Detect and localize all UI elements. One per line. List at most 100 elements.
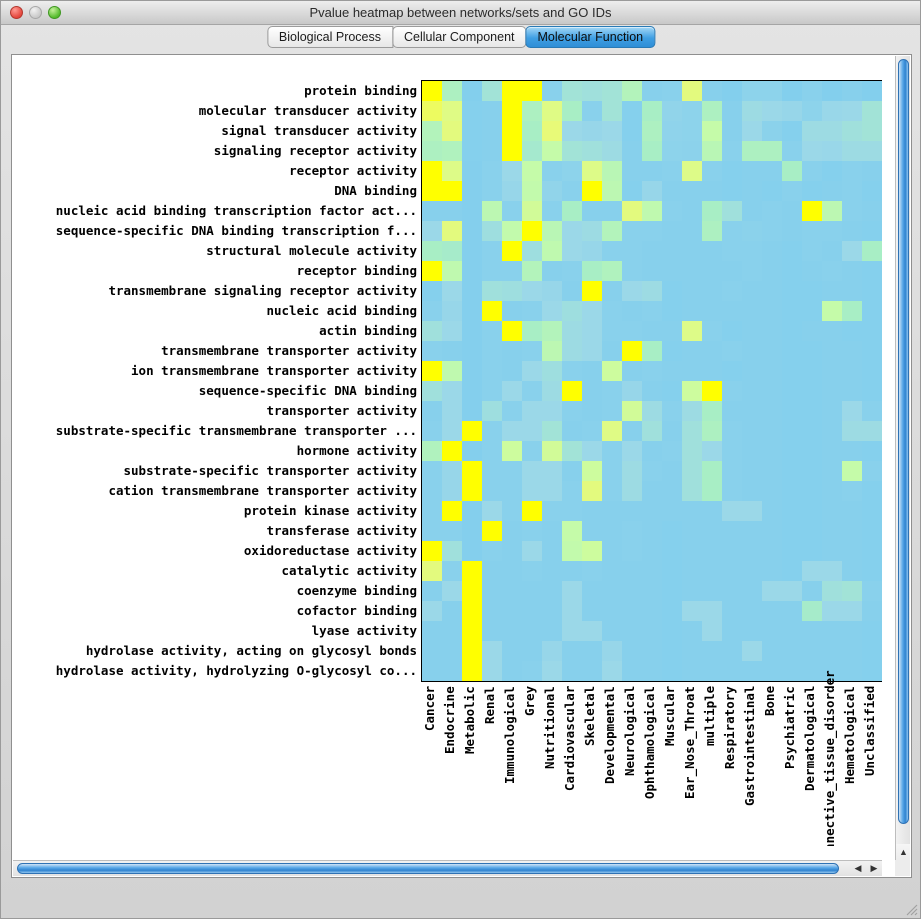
heatmap-cell[interactable]: [442, 101, 462, 121]
heatmap-cell[interactable]: [582, 361, 602, 381]
heatmap-cell[interactable]: [602, 441, 622, 461]
heatmap-cell[interactable]: [442, 281, 462, 301]
heatmap-cell[interactable]: [662, 561, 682, 581]
heatmap-cell[interactable]: [842, 621, 862, 641]
heatmap-cell[interactable]: [662, 221, 682, 241]
heatmap-cell[interactable]: [522, 601, 542, 621]
heatmap-cell[interactable]: [722, 301, 742, 321]
vertical-scrollbar[interactable]: [895, 56, 910, 846]
heatmap-cell[interactable]: [602, 181, 622, 201]
heatmap-cell[interactable]: [742, 421, 762, 441]
heatmap-cell[interactable]: [642, 81, 662, 101]
heatmap-cell[interactable]: [822, 161, 842, 181]
heatmap-cell[interactable]: [522, 121, 542, 141]
heatmap-cell[interactable]: [442, 601, 462, 621]
heatmap-cell[interactable]: [462, 641, 482, 661]
heatmap-cell[interactable]: [642, 441, 662, 461]
heatmap-cell[interactable]: [762, 101, 782, 121]
heatmap-cell[interactable]: [542, 661, 562, 681]
horizontal-scrollbar[interactable]: ◀ ▶: [13, 860, 882, 876]
heatmap-cell[interactable]: [662, 581, 682, 601]
heatmap-cell[interactable]: [422, 361, 442, 381]
heatmap-cell[interactable]: [822, 241, 842, 261]
heatmap-cell[interactable]: [662, 521, 682, 541]
heatmap-cell[interactable]: [442, 341, 462, 361]
heatmap-cell[interactable]: [542, 621, 562, 641]
heatmap-cell[interactable]: [502, 581, 522, 601]
heatmap-cell[interactable]: [762, 281, 782, 301]
heatmap-cell[interactable]: [722, 461, 742, 481]
heatmap-cell[interactable]: [462, 301, 482, 321]
heatmap-cell[interactable]: [702, 201, 722, 221]
heatmap-cell[interactable]: [622, 521, 642, 541]
heatmap-cell[interactable]: [722, 81, 742, 101]
heatmap-cell[interactable]: [542, 601, 562, 621]
heatmap-cell[interactable]: [702, 581, 722, 601]
heatmap-cell[interactable]: [782, 241, 802, 261]
heatmap-cell[interactable]: [622, 201, 642, 221]
heatmap-cell[interactable]: [702, 301, 722, 321]
heatmap-cell[interactable]: [702, 641, 722, 661]
heatmap-cell[interactable]: [662, 121, 682, 141]
heatmap-cell[interactable]: [482, 521, 502, 541]
heatmap-cell[interactable]: [602, 541, 622, 561]
heatmap-cell[interactable]: [542, 221, 562, 241]
heatmap-cell[interactable]: [742, 601, 762, 621]
heatmap-cell[interactable]: [722, 261, 742, 281]
heatmap-cell[interactable]: [542, 121, 562, 141]
heatmap-cell[interactable]: [442, 481, 462, 501]
heatmap-cell[interactable]: [802, 241, 822, 261]
heatmap-cell[interactable]: [622, 261, 642, 281]
heatmap-cell[interactable]: [562, 641, 582, 661]
heatmap-cell[interactable]: [542, 321, 562, 341]
heatmap-cell[interactable]: [862, 241, 882, 261]
heatmap-cell[interactable]: [562, 81, 582, 101]
heatmap-cell[interactable]: [862, 581, 882, 601]
heatmap-cell[interactable]: [522, 501, 542, 521]
heatmap-cell[interactable]: [722, 241, 742, 261]
heatmap-cell[interactable]: [862, 121, 882, 141]
heatmap-cell[interactable]: [682, 341, 702, 361]
heatmap-cell[interactable]: [602, 141, 622, 161]
heatmap-cell[interactable]: [422, 561, 442, 581]
heatmap-cell[interactable]: [622, 301, 642, 321]
heatmap-cell[interactable]: [682, 401, 702, 421]
heatmap-cell[interactable]: [442, 241, 462, 261]
heatmap-cell[interactable]: [522, 661, 542, 681]
heatmap-cell[interactable]: [642, 401, 662, 421]
heatmap-cell[interactable]: [722, 101, 742, 121]
heatmap-cell[interactable]: [422, 141, 442, 161]
heatmap-cell[interactable]: [742, 381, 762, 401]
heatmap-cell[interactable]: [642, 161, 662, 181]
heatmap-cell[interactable]: [562, 581, 582, 601]
heatmap-cell[interactable]: [442, 121, 462, 141]
heatmap-cell[interactable]: [842, 141, 862, 161]
heatmap-cell[interactable]: [502, 121, 522, 141]
heatmap-cell[interactable]: [482, 561, 502, 581]
heatmap-cell[interactable]: [802, 301, 822, 321]
heatmap-cell[interactable]: [862, 201, 882, 221]
heatmap-cell[interactable]: [502, 261, 522, 281]
heatmap-cell[interactable]: [722, 561, 742, 581]
heatmap-cell[interactable]: [682, 321, 702, 341]
heatmap-cell[interactable]: [582, 201, 602, 221]
heatmap-cell[interactable]: [522, 461, 542, 481]
heatmap-cell[interactable]: [482, 461, 502, 481]
heatmap-cell[interactable]: [442, 201, 462, 221]
heatmap-cell[interactable]: [782, 421, 802, 441]
heatmap-cell[interactable]: [842, 201, 862, 221]
heatmap-cell[interactable]: [722, 661, 742, 681]
heatmap-cell[interactable]: [722, 181, 742, 201]
heatmap-cell[interactable]: [422, 181, 442, 201]
heatmap-cell[interactable]: [422, 581, 442, 601]
heatmap-cell[interactable]: [522, 261, 542, 281]
heatmap-cell[interactable]: [522, 421, 542, 441]
heatmap-cell[interactable]: [782, 401, 802, 421]
heatmap-cell[interactable]: [862, 261, 882, 281]
heatmap-cell[interactable]: [502, 561, 522, 581]
heatmap-cell[interactable]: [502, 481, 522, 501]
heatmap-cell[interactable]: [822, 301, 842, 321]
heatmap-cell[interactable]: [562, 301, 582, 321]
heatmap-cell[interactable]: [582, 141, 602, 161]
heatmap-cell[interactable]: [622, 161, 642, 181]
